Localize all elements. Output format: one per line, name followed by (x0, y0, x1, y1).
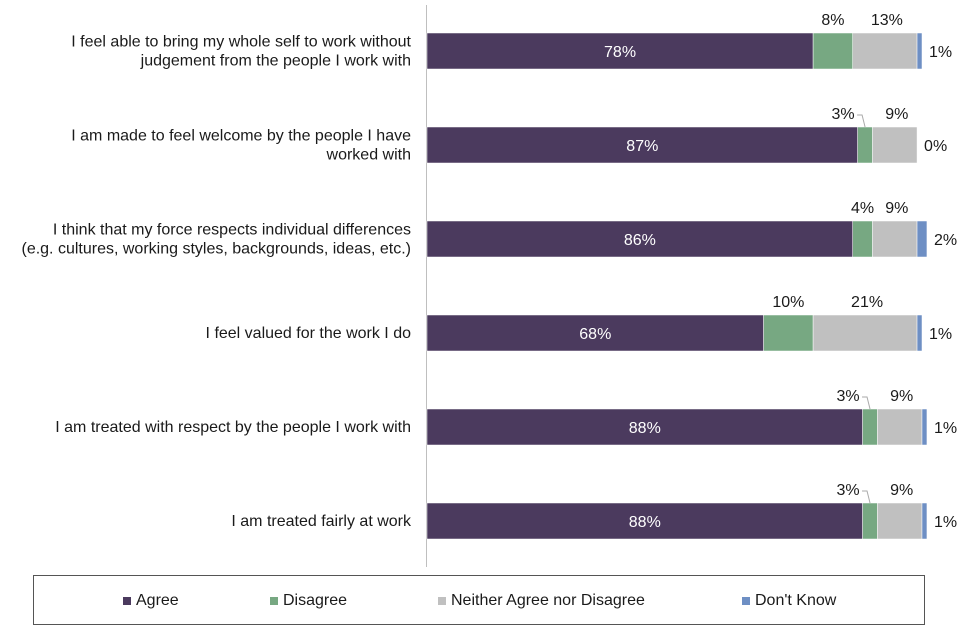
legend-swatch-dont-know (742, 597, 750, 605)
data-label-disagree: 4% (851, 200, 874, 217)
legend-item-agree: Agree (123, 576, 179, 626)
data-label-neither: 21% (851, 294, 883, 311)
legend-item-disagree: Disagree (270, 576, 347, 626)
bar-disagree (852, 220, 873, 258)
bar-dont-know (916, 220, 928, 258)
category-label-line: I feel valued for the work I do (206, 325, 412, 342)
bar-neither (872, 126, 918, 164)
bar-disagree (763, 314, 814, 352)
data-label-disagree: 3% (836, 388, 859, 405)
data-label-neither: 9% (885, 106, 908, 123)
data-label-dont-know: 1% (929, 326, 952, 343)
data-label-dont-know: 2% (934, 232, 957, 249)
bar-disagree (862, 502, 878, 540)
bar-neither (877, 408, 923, 446)
category-label-line: I am treated fairly at work (231, 513, 412, 530)
data-label-dont-know: 1% (934, 420, 957, 437)
category-label: I feel able to bring my whole self to wo… (71, 34, 411, 70)
category-label-line: (e.g. cultures, working styles, backgrou… (21, 241, 411, 258)
legend-swatch-agree (123, 597, 131, 605)
legend: Agree Disagree Neither Agree nor Disagre… (33, 575, 925, 625)
data-label-dont-know: 1% (929, 44, 952, 61)
legend-label-dont-know: Don't Know (755, 592, 837, 609)
category-label-line: I am treated with respect by the people … (55, 419, 411, 436)
bar-agree (426, 220, 853, 258)
bar-agree (426, 126, 858, 164)
data-label-agree: 88% (629, 420, 661, 437)
data-label-dont-know: 1% (934, 514, 957, 531)
bar-disagree (812, 32, 853, 70)
data-label-neither: 9% (885, 200, 908, 217)
category-label-line: I think that my force respects individua… (53, 222, 411, 239)
bar-neither (852, 32, 918, 70)
legend-label-neither: Neither Agree nor Disagree (451, 592, 645, 609)
bar-dont-know (916, 32, 923, 70)
category-label-line: judgement from the people I work with (140, 53, 411, 70)
leader-line-disagree (862, 396, 871, 410)
data-label-dont-know: 0% (924, 138, 947, 155)
legend-item-dont-know: Don't Know (742, 576, 836, 626)
data-label-neither: 9% (890, 388, 913, 405)
legend-label-agree: Agree (136, 592, 179, 609)
leader-line-disagree (862, 490, 871, 504)
bar-disagree (857, 126, 873, 164)
data-label-neither: 13% (871, 12, 903, 29)
legend-swatch-disagree (270, 597, 278, 605)
bar-agree (426, 502, 863, 540)
category-label-line: I am made to feel welcome by the people … (71, 128, 411, 145)
category-label: I am treated fairly at work (231, 513, 412, 530)
data-label-disagree: 10% (772, 294, 804, 311)
legend-swatch-neither (438, 597, 446, 605)
stacked-bar-chart: I feel able to bring my whole self to wo… (21, 5, 957, 567)
category-label: I am treated with respect by the people … (55, 419, 411, 436)
data-label-agree: 86% (624, 232, 656, 249)
bar-agree (426, 32, 814, 70)
bar-dont-know (916, 314, 923, 352)
bar-dont-know (921, 502, 928, 540)
data-label-disagree: 3% (832, 106, 855, 123)
category-label: I am made to feel welcome by the people … (71, 128, 411, 164)
legend-label-disagree: Disagree (283, 592, 348, 609)
bar-neither (877, 502, 923, 540)
category-label-line: I feel able to bring my whole self to wo… (71, 34, 411, 51)
data-label-agree: 87% (626, 138, 658, 155)
category-label-line: worked with (326, 147, 411, 164)
bar-neither (812, 314, 918, 352)
legend-item-neither: Neither Agree nor Disagree (438, 576, 645, 626)
data-label-agree: 68% (579, 326, 611, 343)
category-label: I think that my force respects individua… (21, 222, 411, 258)
data-label-disagree: 8% (821, 12, 844, 29)
leader-line-disagree (857, 114, 866, 128)
bar-neither (872, 220, 918, 258)
data-label-neither: 9% (890, 482, 913, 499)
data-label-agree: 88% (629, 514, 661, 531)
bar-dont-know (921, 408, 928, 446)
category-label: I feel valued for the work I do (206, 325, 412, 342)
data-label-disagree: 3% (836, 482, 859, 499)
bar-disagree (862, 408, 878, 446)
data-label-agree: 78% (604, 44, 636, 61)
